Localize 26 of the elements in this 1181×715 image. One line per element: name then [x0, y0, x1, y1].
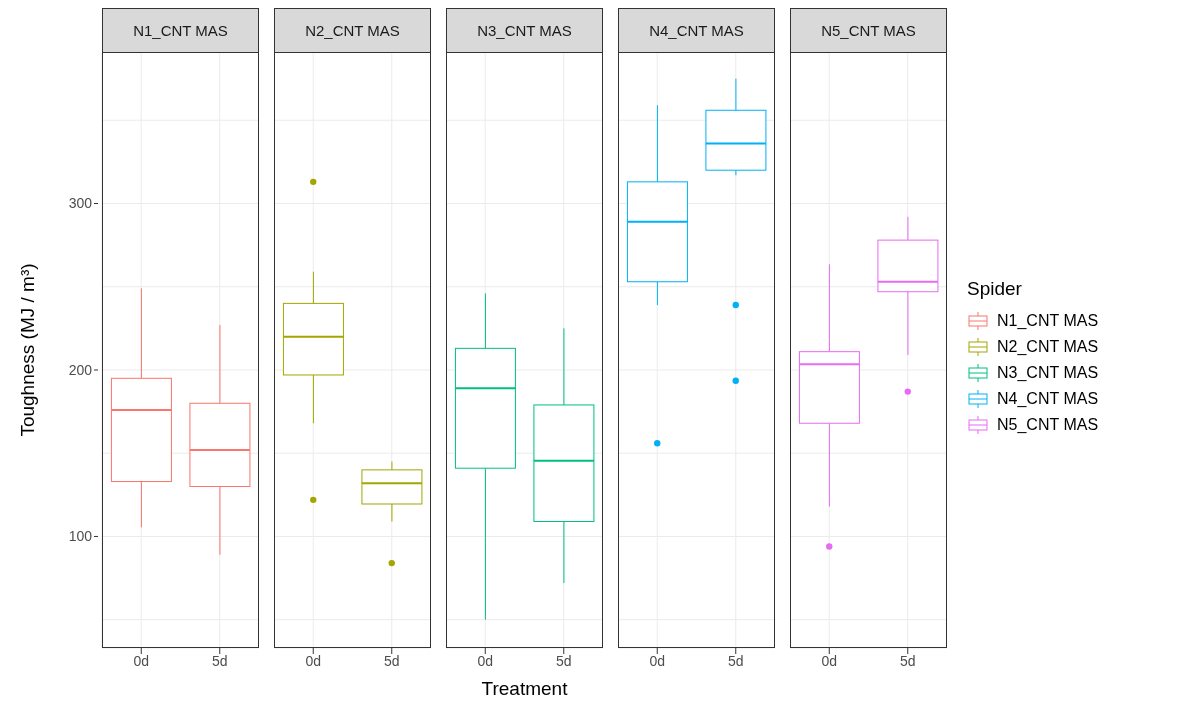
chart-title: N5_CNT MAS [790, 8, 947, 52]
x-tick-label: 5d [211, 652, 228, 669]
y-axis-title: Toughness (MJ / m³) [17, 263, 39, 437]
legend-label: N3_CNT MAS [997, 364, 1099, 382]
y-tick-label: 200 [68, 361, 93, 378]
legend-label: N4_CNT MAS [997, 390, 1099, 408]
x-tick-label: 0d [133, 652, 150, 669]
y-tick-label: 300 [68, 195, 93, 212]
x-tick-label: 0d [477, 652, 494, 669]
chart-title: N1_CNT MAS [102, 8, 259, 52]
x-tick-label: 5d [899, 652, 916, 669]
x-tick-label: 0d [821, 652, 838, 669]
x-tick-label: 5d [727, 652, 744, 669]
legend-title: Spider [967, 278, 1023, 300]
x-tick-label: 5d [383, 652, 400, 669]
x-tick-label: 0d [305, 652, 322, 669]
x-tick-label: 0d [649, 652, 666, 669]
chart-title: N4_CNT MAS [618, 8, 775, 52]
y-tick-label: 100 [68, 528, 93, 545]
x-axis-title: Treatment [480, 678, 569, 700]
legend-label: N5_CNT MAS [997, 416, 1099, 434]
legend-label: N1_CNT MAS [997, 312, 1099, 330]
chart-title: N2_CNT MAS [274, 8, 431, 52]
x-tick-label: 5d [555, 652, 572, 669]
chart-title: N3_CNT MAS [446, 8, 603, 52]
legend-label: N2_CNT MAS [997, 338, 1099, 356]
